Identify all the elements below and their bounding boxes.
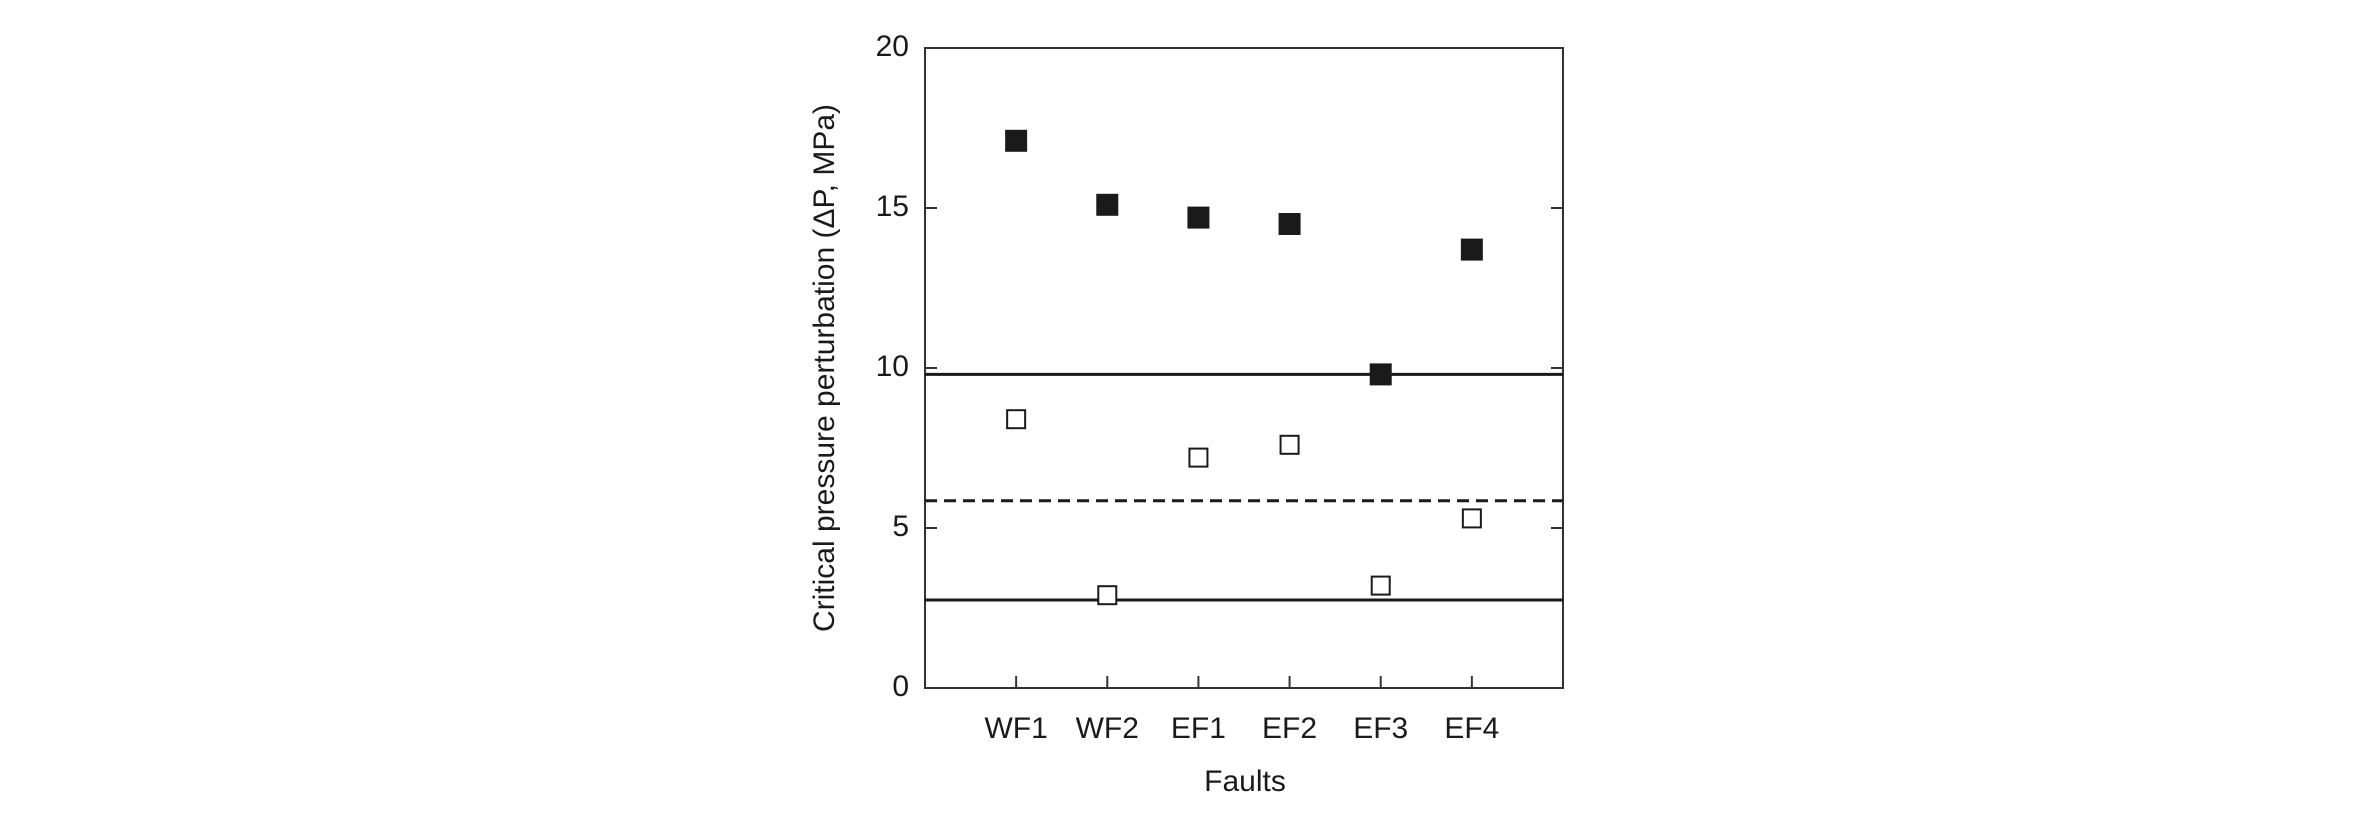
y-axis-label: Critical pressure perturbation (ΔP, MPa) [808, 104, 841, 632]
marker [1188, 447, 1209, 468]
marker [1005, 129, 1028, 152]
y-tick-label: 0 [892, 670, 909, 703]
marker [1460, 238, 1483, 261]
x-tick-label: EF2 [1262, 712, 1317, 745]
x-tick-label: EF3 [1353, 712, 1408, 745]
marker [1461, 508, 1482, 529]
x-tick-label: WF1 [984, 712, 1047, 745]
marker [1187, 206, 1210, 229]
x-axis-label: Faults [1204, 765, 1286, 798]
x-tick-label: WF2 [1076, 712, 1139, 745]
y-tick-label: 15 [876, 190, 909, 223]
x-tick-label: EF1 [1171, 712, 1226, 745]
marker [1369, 363, 1392, 386]
marker [1097, 585, 1118, 606]
marker [1279, 434, 1300, 455]
y-tick-label: 20 [876, 30, 909, 63]
y-tick-label: 5 [892, 510, 909, 543]
marker [1096, 193, 1119, 216]
y-tick-label: 10 [876, 350, 909, 383]
x-tick-label: EF4 [1444, 712, 1499, 745]
marker [1370, 575, 1391, 596]
marker [1006, 409, 1027, 430]
marker [1278, 213, 1301, 235]
